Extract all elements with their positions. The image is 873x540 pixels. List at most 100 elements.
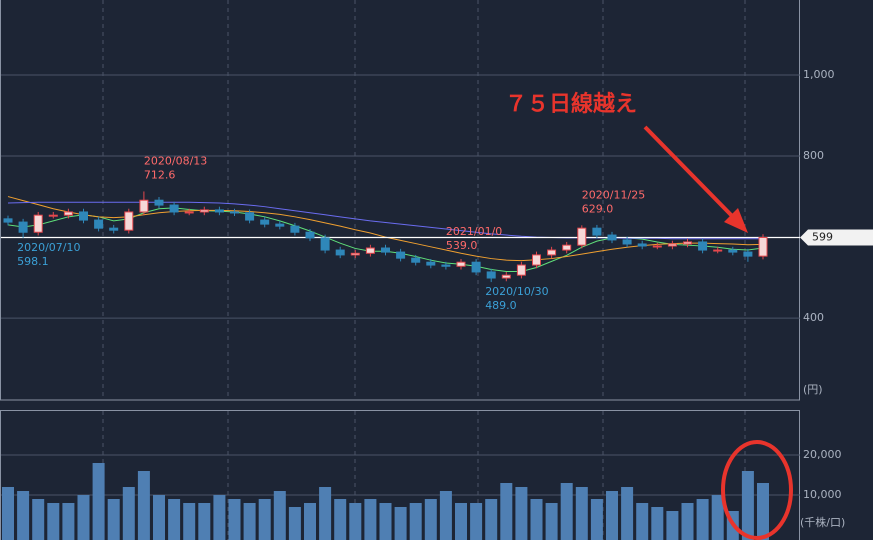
candle-body	[335, 249, 345, 256]
volume-bar	[334, 499, 347, 540]
candle-body	[94, 219, 104, 229]
annotation-date: 2020/10/30	[485, 285, 548, 298]
annotation-value: 489.0	[485, 299, 517, 312]
candle-body	[381, 247, 390, 253]
volume-bar	[424, 499, 437, 540]
candle-body	[109, 227, 119, 231]
candle-body	[260, 219, 270, 225]
volume-bar	[621, 487, 634, 540]
candle-body	[486, 271, 496, 279]
candle-body	[516, 264, 526, 276]
candle-body	[154, 199, 164, 206]
volume-bar	[681, 503, 694, 540]
candle-body	[652, 245, 662, 248]
candle-body	[214, 209, 224, 213]
volume-bar	[470, 503, 483, 540]
volume-bar	[379, 503, 392, 540]
candle-body	[33, 214, 43, 233]
y-tick-label: 20,000	[803, 448, 842, 461]
candle-body	[290, 225, 300, 233]
volume-bar	[198, 503, 211, 540]
volume-bar	[606, 491, 618, 540]
volume-bar	[651, 507, 664, 540]
volume-bar	[757, 483, 769, 540]
moving-average	[7, 201, 763, 240]
candle-body	[713, 249, 723, 252]
candle-body	[441, 264, 451, 267]
y-tick-label: 800	[803, 149, 824, 162]
volume-bar	[560, 483, 573, 540]
candle-body	[471, 261, 481, 273]
volume-bar	[515, 487, 528, 540]
candle-body	[562, 244, 572, 251]
volume-bar	[213, 495, 226, 540]
volume-bar	[228, 499, 241, 540]
candle-body	[305, 231, 315, 239]
candle-body	[758, 236, 768, 257]
candle-body	[365, 247, 375, 254]
volume-bar	[666, 511, 679, 540]
volume-bar	[137, 471, 150, 540]
candle-body	[743, 251, 753, 257]
volume-bar	[364, 499, 377, 540]
volume-bar	[575, 487, 588, 540]
volume-bar	[47, 503, 60, 540]
volume-bar	[741, 471, 754, 540]
candle-body	[501, 274, 511, 279]
annotation-value: 598.1	[17, 255, 48, 268]
volume-bar	[349, 503, 362, 540]
volume-bar	[530, 499, 543, 540]
last-price-label: 599	[812, 230, 833, 243]
candle-body	[48, 214, 58, 217]
volume-bar	[696, 499, 709, 540]
candle-body	[426, 261, 436, 266]
volume-bar	[304, 503, 316, 540]
volume-bar	[32, 499, 45, 540]
volume-bar	[183, 503, 196, 540]
volume-bar	[273, 491, 286, 540]
annotation-value: 539.0	[446, 239, 478, 252]
candle-body	[728, 249, 738, 253]
volume-bar	[258, 499, 271, 540]
candle-body	[396, 251, 406, 259]
volume-bar	[394, 507, 407, 540]
callout-text: ７５日線越え	[505, 91, 637, 117]
candle-body	[63, 211, 73, 216]
volume-bar	[439, 491, 452, 540]
candle-body	[667, 243, 677, 247]
candle-body	[607, 234, 617, 241]
volume-bar	[92, 463, 105, 540]
candle-body	[350, 252, 360, 256]
volume-bar	[77, 495, 90, 540]
y-tick-label: 10,000	[803, 488, 842, 501]
candle-body	[169, 204, 179, 213]
candle-body	[547, 249, 557, 256]
candle-body	[320, 237, 330, 251]
annotation-date: 2020/07/10	[17, 241, 80, 254]
volume-bar	[319, 487, 332, 540]
volume-bar	[545, 503, 558, 540]
volume-bar	[62, 503, 75, 540]
date-grid	[102, 0, 746, 540]
volume-bar	[243, 503, 256, 540]
candle-body	[683, 241, 692, 245]
candle-body	[275, 223, 285, 227]
annotation-date: 2020/08/13	[144, 154, 207, 167]
volume-bar	[636, 503, 649, 540]
volume-bar	[500, 483, 513, 540]
volume-bar	[153, 495, 165, 540]
annotation-date: 2021/01/0	[446, 225, 502, 238]
candle-body	[592, 227, 602, 236]
candle-body	[230, 211, 239, 214]
volume-bar	[17, 491, 30, 540]
candle-body	[698, 241, 708, 251]
candle-body	[622, 239, 632, 245]
volume-bar	[122, 487, 135, 540]
volume-bar	[590, 499, 603, 540]
price-panel	[0, 0, 800, 401]
annotation-value: 712.6	[144, 168, 176, 181]
y-tick-label: 400	[803, 311, 824, 324]
candle-body	[3, 218, 13, 223]
volume-bar	[455, 503, 467, 540]
